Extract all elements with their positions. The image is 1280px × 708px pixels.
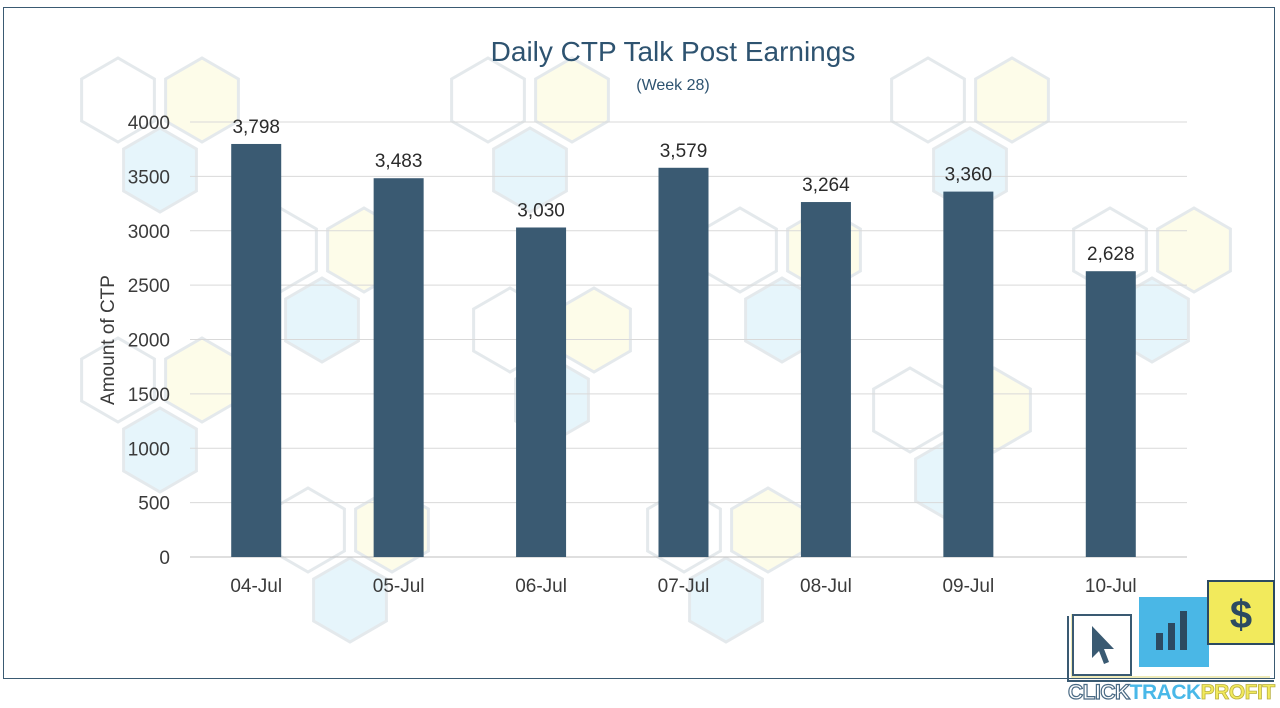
logo-word-click: CLICK xyxy=(1067,680,1130,704)
chart-subtitle: (Week 28) xyxy=(636,77,710,94)
data-label: 3,579 xyxy=(660,141,708,162)
bars xyxy=(231,143,1136,558)
watermark-hexagon xyxy=(872,366,948,454)
svg-text:$: $ xyxy=(1230,593,1252,637)
x-axis-ticks: 04-Jul 05-Jul 06-Jul 07-Jul 08-Jul 09-Jul 10-J… xyxy=(230,576,1136,597)
x-tick-label: 09-Jul xyxy=(942,576,994,597)
y-tick-label: 500 xyxy=(138,494,170,515)
cursor-icon xyxy=(1072,614,1132,676)
logo-word-profit: PROFIT xyxy=(1200,681,1275,705)
bar xyxy=(1085,271,1136,557)
watermark-hexagon xyxy=(164,56,240,144)
y-tick-label: 4000 xyxy=(128,113,170,134)
bar xyxy=(373,178,424,557)
y-tick-label: 2000 xyxy=(128,331,170,352)
watermark-hexagon xyxy=(312,556,388,644)
x-tick-label: 10-Jul xyxy=(1085,576,1137,597)
watermark-hexagon xyxy=(270,486,346,574)
x-tick-label: 05-Jul xyxy=(373,576,425,597)
x-tick-label: 07-Jul xyxy=(658,576,710,597)
bar xyxy=(516,227,567,558)
data-label: 3,030 xyxy=(517,200,565,221)
watermark-hexagon xyxy=(164,336,240,424)
data-label: 2,628 xyxy=(1087,244,1135,265)
y-tick-label: 0 xyxy=(159,548,170,569)
clicktrackprofit-logo: $ xyxy=(1067,580,1275,682)
data-labels: 3,798 3,483 3,030 3,579 3,264 3,360 2,628 xyxy=(232,117,1134,265)
bar xyxy=(658,167,709,557)
bar xyxy=(231,143,282,557)
watermark-hexagon xyxy=(450,56,526,144)
watermark-hexagon xyxy=(702,206,778,294)
data-label: 3,483 xyxy=(375,151,423,172)
watermark-hexagon xyxy=(730,486,806,574)
x-tick-label: 04-Jul xyxy=(230,576,282,597)
data-label: 3,360 xyxy=(945,165,993,186)
y-tick-label: 1500 xyxy=(128,385,170,406)
data-label: 3,798 xyxy=(232,117,280,138)
watermark-hexagon xyxy=(688,556,764,644)
watermark-hexagon xyxy=(1156,206,1232,294)
y-tick-label: 1000 xyxy=(128,439,170,460)
bar xyxy=(800,202,851,558)
chart-title: Daily CTP Talk Post Earnings xyxy=(491,36,856,67)
watermark-hexagon xyxy=(534,56,610,144)
x-tick-label: 08-Jul xyxy=(800,576,852,597)
watermark-hexagon xyxy=(556,286,632,374)
watermark-hexagon xyxy=(122,126,198,214)
y-tick-label: 2500 xyxy=(128,276,170,297)
x-tick-label: 06-Jul xyxy=(515,576,567,597)
y-axis-label: Amount of CTP xyxy=(98,275,119,405)
watermark-hexagon xyxy=(890,56,966,144)
data-label: 3,264 xyxy=(802,175,850,196)
bar-chart-icon xyxy=(1139,597,1209,667)
watermark-hexagon xyxy=(122,406,198,494)
watermark-hexagon xyxy=(80,336,156,424)
logo-word-track: TRACK xyxy=(1129,681,1202,704)
logo-wordmark: CLICKTRACKPROFIT xyxy=(1067,680,1278,706)
watermark-hexagon xyxy=(80,56,156,144)
watermark-hexagon xyxy=(974,56,1050,144)
chart-frame xyxy=(3,7,1275,679)
watermark-hexagon xyxy=(284,276,360,364)
watermark-hexagon xyxy=(492,126,568,214)
y-axis-ticks: 0 500 1000 1500 2000 2500 3000 3500 4000 xyxy=(128,113,170,569)
bar xyxy=(943,191,994,557)
dollar-icon: $ xyxy=(1207,580,1275,645)
y-tick-label: 3500 xyxy=(128,167,170,188)
y-tick-label: 3000 xyxy=(128,222,170,243)
